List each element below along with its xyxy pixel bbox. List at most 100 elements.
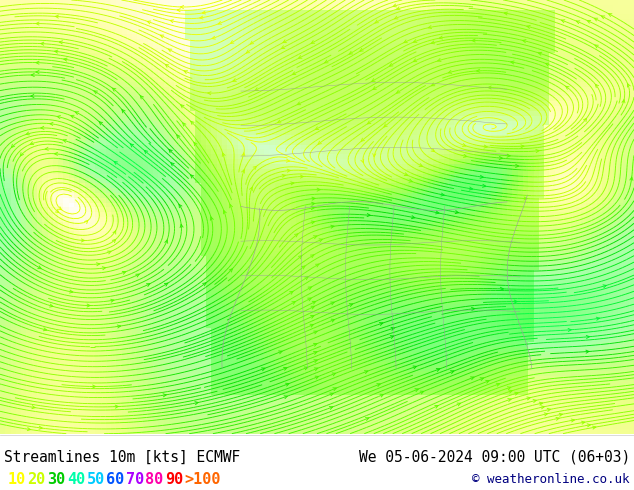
- FancyArrowPatch shape: [287, 169, 290, 172]
- FancyArrowPatch shape: [312, 301, 316, 304]
- FancyArrowPatch shape: [514, 300, 517, 303]
- FancyArrowPatch shape: [562, 20, 565, 23]
- FancyArrowPatch shape: [311, 306, 314, 309]
- FancyArrowPatch shape: [102, 267, 106, 270]
- FancyArrowPatch shape: [32, 406, 35, 409]
- FancyArrowPatch shape: [285, 383, 289, 386]
- FancyArrowPatch shape: [404, 173, 408, 175]
- FancyArrowPatch shape: [136, 274, 139, 277]
- FancyArrowPatch shape: [451, 370, 454, 373]
- FancyArrowPatch shape: [372, 78, 375, 81]
- FancyArrowPatch shape: [586, 350, 589, 353]
- FancyArrowPatch shape: [325, 60, 328, 63]
- FancyArrowPatch shape: [470, 377, 474, 380]
- FancyArrowPatch shape: [171, 163, 174, 166]
- Text: © weatheronline.co.uk: © weatheronline.co.uk: [472, 473, 630, 487]
- FancyArrowPatch shape: [349, 304, 353, 306]
- FancyArrowPatch shape: [58, 207, 61, 210]
- FancyArrowPatch shape: [311, 221, 314, 224]
- FancyArrowPatch shape: [308, 287, 311, 290]
- FancyArrowPatch shape: [191, 122, 194, 124]
- FancyArrowPatch shape: [147, 21, 151, 24]
- FancyArrowPatch shape: [330, 393, 333, 396]
- FancyArrowPatch shape: [319, 239, 323, 242]
- FancyArrowPatch shape: [311, 41, 314, 43]
- FancyArrowPatch shape: [595, 84, 598, 88]
- FancyArrowPatch shape: [112, 240, 115, 243]
- Text: 70: 70: [126, 472, 144, 488]
- FancyArrowPatch shape: [84, 220, 88, 223]
- FancyArrowPatch shape: [413, 40, 417, 43]
- FancyArrowPatch shape: [81, 239, 84, 242]
- FancyArrowPatch shape: [230, 204, 233, 208]
- FancyArrowPatch shape: [411, 216, 415, 219]
- FancyArrowPatch shape: [361, 159, 364, 163]
- FancyArrowPatch shape: [292, 302, 295, 304]
- FancyArrowPatch shape: [404, 40, 408, 43]
- FancyArrowPatch shape: [436, 368, 440, 371]
- FancyArrowPatch shape: [313, 343, 317, 346]
- FancyArrowPatch shape: [122, 271, 126, 274]
- FancyArrowPatch shape: [587, 21, 591, 23]
- FancyArrowPatch shape: [361, 138, 365, 141]
- FancyArrowPatch shape: [389, 63, 393, 66]
- FancyArrowPatch shape: [177, 135, 180, 138]
- FancyArrowPatch shape: [284, 396, 287, 398]
- FancyArrowPatch shape: [484, 145, 487, 148]
- FancyArrowPatch shape: [27, 428, 30, 431]
- FancyArrowPatch shape: [233, 78, 236, 81]
- FancyArrowPatch shape: [310, 324, 313, 327]
- FancyArrowPatch shape: [587, 424, 590, 427]
- FancyArrowPatch shape: [546, 63, 549, 66]
- FancyArrowPatch shape: [571, 419, 574, 422]
- FancyArrowPatch shape: [131, 144, 134, 147]
- FancyArrowPatch shape: [367, 214, 370, 217]
- FancyArrowPatch shape: [316, 264, 319, 267]
- Text: >100: >100: [184, 472, 221, 488]
- FancyArrowPatch shape: [117, 325, 120, 328]
- FancyArrowPatch shape: [507, 154, 510, 157]
- FancyArrowPatch shape: [556, 417, 559, 420]
- FancyArrowPatch shape: [212, 36, 216, 39]
- FancyArrowPatch shape: [509, 390, 512, 393]
- FancyArrowPatch shape: [420, 391, 424, 394]
- FancyArrowPatch shape: [55, 152, 58, 155]
- FancyArrowPatch shape: [536, 149, 539, 152]
- FancyArrowPatch shape: [311, 316, 314, 318]
- FancyArrowPatch shape: [463, 154, 467, 157]
- FancyArrowPatch shape: [70, 290, 73, 293]
- FancyArrowPatch shape: [231, 41, 234, 44]
- FancyArrowPatch shape: [448, 71, 452, 73]
- FancyArrowPatch shape: [140, 96, 143, 99]
- Text: Streamlines 10m [kts] ECMWF: Streamlines 10m [kts] ECMWF: [4, 450, 240, 465]
- FancyArrowPatch shape: [384, 124, 387, 127]
- FancyArrowPatch shape: [457, 403, 460, 406]
- FancyArrowPatch shape: [431, 148, 434, 151]
- FancyArrowPatch shape: [299, 256, 302, 259]
- FancyArrowPatch shape: [108, 251, 111, 254]
- FancyArrowPatch shape: [223, 210, 226, 214]
- FancyArrowPatch shape: [45, 147, 48, 150]
- FancyArrowPatch shape: [41, 42, 44, 45]
- FancyArrowPatch shape: [283, 368, 287, 370]
- FancyArrowPatch shape: [43, 328, 46, 331]
- FancyArrowPatch shape: [393, 4, 396, 7]
- FancyArrowPatch shape: [603, 285, 606, 288]
- Text: 30: 30: [47, 472, 65, 488]
- FancyArrowPatch shape: [515, 164, 519, 168]
- FancyArrowPatch shape: [180, 224, 183, 228]
- FancyArrowPatch shape: [170, 20, 174, 23]
- FancyArrowPatch shape: [314, 360, 317, 363]
- FancyArrowPatch shape: [115, 405, 119, 408]
- FancyArrowPatch shape: [292, 72, 296, 74]
- FancyArrowPatch shape: [181, 5, 184, 9]
- FancyArrowPatch shape: [100, 122, 103, 125]
- FancyArrowPatch shape: [179, 204, 182, 208]
- FancyArrowPatch shape: [628, 84, 630, 87]
- FancyArrowPatch shape: [524, 197, 527, 200]
- FancyArrowPatch shape: [113, 231, 115, 234]
- FancyArrowPatch shape: [609, 14, 612, 17]
- FancyArrowPatch shape: [373, 87, 377, 89]
- FancyArrowPatch shape: [360, 49, 363, 51]
- FancyArrowPatch shape: [441, 193, 444, 196]
